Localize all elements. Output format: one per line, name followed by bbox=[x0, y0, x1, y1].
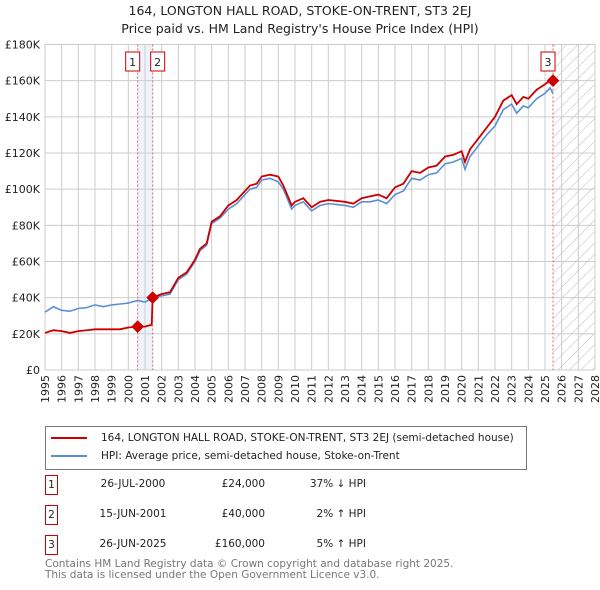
sale-date: 26-JUL-2000 bbox=[100, 478, 166, 490]
x-tick-label: 2027 bbox=[572, 375, 585, 403]
x-tick-label: 2019 bbox=[439, 375, 452, 403]
x-tick-label: 2000 bbox=[122, 375, 135, 403]
sale-price: £160,000 bbox=[214, 538, 265, 550]
table-row: 3 26-JUN-2025 £160,000 5% ↑ HPI bbox=[45, 535, 385, 555]
x-tick-label: 1995 bbox=[39, 375, 52, 403]
marker-badge: 3 bbox=[45, 535, 58, 555]
legend-label-hpi: HPI: Average price, semi-detached house,… bbox=[101, 450, 400, 462]
y-tick-label: £100K bbox=[5, 183, 41, 196]
footer-line: Contains HM Land Registry data © Crown c… bbox=[45, 558, 454, 570]
y-tick-label: £80K bbox=[12, 219, 41, 232]
y-tick-label: £20K bbox=[12, 328, 41, 341]
x-tick-label: 2005 bbox=[206, 375, 219, 403]
x-tick-label: 2004 bbox=[189, 375, 202, 403]
x-tick-label: 1998 bbox=[89, 375, 102, 403]
legend: 164, LONGTON HALL ROAD, STOKE-ON-TRENT, … bbox=[45, 426, 527, 470]
x-tick-label: 2008 bbox=[256, 375, 269, 403]
forecast-hatch bbox=[553, 44, 595, 370]
x-tick-label: 2010 bbox=[289, 375, 302, 403]
x-tick-label: 2011 bbox=[306, 375, 319, 403]
table-row: 2 15-JUN-2001 £40,000 2% ↑ HPI bbox=[45, 505, 385, 525]
sale-badge-label: 3 bbox=[545, 56, 552, 69]
y-tick-label: £180K bbox=[5, 39, 41, 52]
x-tick-label: 2001 bbox=[139, 375, 152, 403]
y-tick-label: £140K bbox=[5, 111, 41, 124]
plot-area: 1995 1996 1997 1998 1999 2000 2001 2002 2003 2004… bbox=[5, 39, 600, 404]
y-tick-label: £0 bbox=[26, 364, 40, 377]
chart-subtitle: Price paid vs. HM Land Registry's House … bbox=[121, 21, 479, 36]
x-tick-label: 2017 bbox=[406, 375, 419, 403]
sale-badge-label: 1 bbox=[129, 56, 136, 69]
y-tick-label: £40K bbox=[12, 292, 41, 305]
x-tick-label: 2016 bbox=[389, 375, 402, 403]
x-tick-label: 2013 bbox=[339, 375, 352, 403]
marker-badge: 2 bbox=[45, 505, 58, 525]
sale-date: 26-JUN-2025 bbox=[99, 538, 167, 550]
y-tick-label: £60K bbox=[12, 256, 41, 269]
x-tick-label: 2021 bbox=[472, 375, 485, 403]
x-tick-label: 2028 bbox=[589, 375, 600, 403]
sale-badge bbox=[150, 51, 166, 72]
x-tick-label: 2015 bbox=[372, 375, 385, 403]
legend-label-property: 164, LONGTON HALL ROAD, STOKE-ON-TRENT, … bbox=[101, 432, 514, 444]
footer-line: This data is licensed under the Open Gov… bbox=[45, 569, 380, 581]
legend-swatch-hpi bbox=[51, 455, 87, 457]
chart-title: 164, LONGTON HALL ROAD, STOKE-ON-TRENT, … bbox=[128, 3, 472, 18]
x-tick-label: 2012 bbox=[322, 375, 335, 403]
x-tick-label: 2026 bbox=[556, 375, 569, 403]
y-tick-label: £120K bbox=[5, 147, 41, 160]
hpi-line bbox=[44, 86, 554, 313]
sale-badge-label: 2 bbox=[154, 56, 161, 69]
y-tick-label: £160K bbox=[5, 75, 41, 88]
sale-date: 15-JUN-2001 bbox=[99, 508, 167, 520]
x-tick-label: 2007 bbox=[239, 375, 252, 403]
x-tick-label: 2022 bbox=[489, 375, 502, 403]
marker-badge: 1 bbox=[45, 475, 58, 495]
table-row: 1 26-JUL-2000 £24,000 37% ↓ HPI bbox=[45, 475, 385, 495]
x-tick-label: 2002 bbox=[156, 375, 169, 403]
x-tick-label: 2009 bbox=[272, 375, 285, 403]
sale-point bbox=[146, 291, 160, 305]
sale-badge bbox=[540, 51, 556, 72]
x-tick-label: 2006 bbox=[222, 375, 235, 403]
sale-badge bbox=[125, 51, 141, 72]
property-price-line bbox=[44, 79, 553, 334]
x-tick-label: 1996 bbox=[56, 375, 69, 403]
x-tick-label: 2024 bbox=[522, 375, 535, 403]
x-tick-label: 1997 bbox=[72, 375, 85, 403]
hpi-diff: 5% ↑ HPI bbox=[316, 538, 366, 550]
sale-price: £40,000 bbox=[221, 508, 265, 520]
x-tick-label: 2003 bbox=[172, 375, 185, 403]
hpi-diff: 37% ↓ HPI bbox=[309, 478, 366, 490]
footer: Contains HM Land Registry data © Crown c… bbox=[45, 559, 453, 581]
x-tick-label: 2025 bbox=[539, 375, 552, 403]
x-tick-label: 1999 bbox=[106, 375, 119, 403]
x-tick-label: 2020 bbox=[456, 375, 469, 403]
x-tick-label: 2014 bbox=[356, 375, 369, 403]
hpi-diff: 2% ↑ HPI bbox=[316, 508, 366, 520]
sale-price: £24,000 bbox=[221, 478, 265, 490]
sale-point bbox=[131, 320, 145, 333]
x-tick-label: 2018 bbox=[422, 375, 435, 403]
legend-swatch-property bbox=[51, 437, 87, 439]
x-tick-label: 2023 bbox=[506, 375, 519, 403]
